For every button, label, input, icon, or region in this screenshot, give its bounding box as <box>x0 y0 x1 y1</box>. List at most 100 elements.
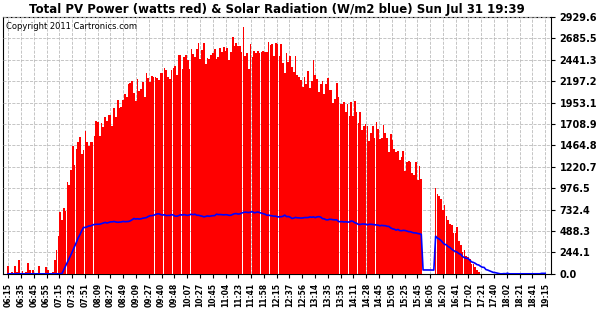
Bar <box>415 162 417 274</box>
Bar <box>264 52 266 274</box>
Bar <box>392 140 394 274</box>
Bar <box>103 127 104 274</box>
Bar <box>251 57 253 274</box>
Bar <box>185 55 187 274</box>
Bar <box>280 44 282 274</box>
Bar <box>332 103 334 274</box>
Bar <box>113 108 115 274</box>
Bar <box>439 196 440 274</box>
Bar <box>399 160 401 274</box>
Bar <box>467 257 469 274</box>
Bar <box>260 52 262 274</box>
Bar <box>336 83 338 274</box>
Bar <box>269 45 271 274</box>
Bar <box>126 98 128 274</box>
Bar <box>32 270 34 274</box>
Title: Total PV Power (watts red) & Solar Radiation (W/m2 blue) Sun Jul 31 19:39: Total PV Power (watts red) & Solar Radia… <box>29 3 524 16</box>
Bar <box>83 150 85 274</box>
Bar <box>395 152 397 274</box>
Bar <box>397 151 399 274</box>
Bar <box>327 78 329 274</box>
Bar <box>151 76 152 274</box>
Bar <box>196 49 197 274</box>
Bar <box>237 46 239 274</box>
Bar <box>302 86 304 274</box>
Bar <box>293 72 295 274</box>
Bar <box>23 273 25 274</box>
Bar <box>65 211 67 274</box>
Bar <box>383 125 385 274</box>
Bar <box>277 44 278 274</box>
Bar <box>7 266 9 274</box>
Bar <box>363 126 365 274</box>
Bar <box>359 112 361 274</box>
Bar <box>212 54 214 274</box>
Bar <box>473 264 474 274</box>
Bar <box>180 55 181 274</box>
Bar <box>298 78 300 274</box>
Bar <box>47 270 49 274</box>
Bar <box>215 59 217 274</box>
Bar <box>142 82 144 274</box>
Bar <box>210 55 212 274</box>
Bar <box>131 81 133 274</box>
Bar <box>115 117 117 274</box>
Bar <box>121 108 122 274</box>
Bar <box>442 210 443 274</box>
Bar <box>52 272 54 274</box>
Bar <box>144 97 146 274</box>
Bar <box>92 142 94 274</box>
Bar <box>286 53 287 274</box>
Bar <box>68 185 70 274</box>
Bar <box>476 270 478 274</box>
Bar <box>199 60 201 274</box>
Bar <box>226 48 228 274</box>
Bar <box>189 69 190 274</box>
Bar <box>345 112 347 274</box>
Bar <box>386 138 388 274</box>
Bar <box>158 80 160 274</box>
Bar <box>282 63 284 274</box>
Bar <box>203 43 205 274</box>
Bar <box>460 245 461 274</box>
Bar <box>149 82 151 274</box>
Bar <box>295 56 296 274</box>
Bar <box>379 139 381 274</box>
Bar <box>311 82 313 274</box>
Bar <box>305 84 307 274</box>
Bar <box>110 115 112 274</box>
Bar <box>169 79 170 274</box>
Bar <box>275 43 277 274</box>
Bar <box>122 100 124 274</box>
Bar <box>90 142 92 274</box>
Bar <box>22 271 23 274</box>
Bar <box>440 199 442 274</box>
Bar <box>228 60 230 274</box>
Bar <box>278 56 280 274</box>
Bar <box>133 93 135 274</box>
Bar <box>11 272 13 274</box>
Bar <box>58 237 59 274</box>
Bar <box>352 116 354 274</box>
Bar <box>29 270 31 274</box>
Bar <box>453 233 454 274</box>
Bar <box>289 56 291 274</box>
Bar <box>63 208 65 274</box>
Bar <box>253 51 255 274</box>
Text: Copyright 2011 Cartronics.com: Copyright 2011 Cartronics.com <box>5 22 137 31</box>
Bar <box>160 73 161 274</box>
Bar <box>350 102 352 274</box>
Bar <box>457 227 458 274</box>
Bar <box>268 42 269 274</box>
Bar <box>318 92 320 274</box>
Bar <box>241 52 242 274</box>
Bar <box>296 76 298 274</box>
Bar <box>108 115 110 274</box>
Bar <box>325 84 327 274</box>
Bar <box>259 53 260 274</box>
Bar <box>437 194 438 274</box>
Bar <box>224 51 226 274</box>
Bar <box>334 99 336 274</box>
Bar <box>284 73 286 274</box>
Bar <box>135 101 137 274</box>
